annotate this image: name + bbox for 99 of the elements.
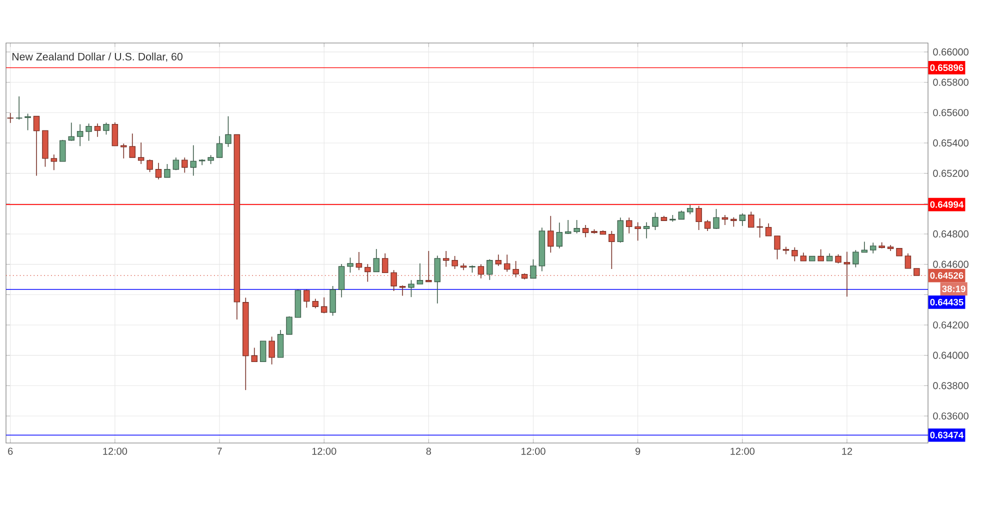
candlestick: [904, 252, 912, 269]
y-tick-label: 0.63600: [933, 412, 968, 420]
candlestick: [861, 241, 868, 253]
candlestick: [138, 142, 144, 164]
candlestick: [94, 123, 101, 138]
x-tick-label: 12:00: [312, 448, 336, 455]
y-tick-label: 0.64800: [933, 230, 968, 238]
y-tick-label: 0.64600: [933, 260, 968, 268]
ref-line-label: 0.64994: [930, 201, 964, 208]
y-tick-label: 0.66000: [933, 48, 968, 56]
candlestick: [686, 204, 694, 215]
candlestick: [7, 112, 14, 124]
candlestick: [818, 248, 824, 262]
candlestick: [155, 162, 162, 180]
x-tick-label: 8: [426, 448, 432, 455]
candlestick: [617, 217, 624, 244]
candlestick: [704, 220, 711, 232]
candlestick: [286, 316, 292, 335]
candlestick: [574, 220, 580, 234]
candlestick: [382, 252, 388, 274]
candlestick: [774, 236, 780, 260]
y-tick-label: 0.65800: [933, 78, 968, 86]
candlestick: [556, 222, 563, 249]
x-tick-label: 7: [217, 448, 222, 455]
candlestick: [182, 157, 188, 174]
candlestick: [765, 222, 772, 236]
candlestick: [495, 254, 502, 266]
candlestick: [60, 140, 66, 162]
ref-line-label: 0.63474: [930, 432, 964, 438]
x-tick-label: 12:00: [521, 448, 546, 455]
x-tick-label: 6: [8, 448, 13, 455]
candlestick: [548, 216, 554, 254]
candlestick: [356, 252, 362, 270]
text: 38:19: [942, 286, 966, 292]
candlestick: [626, 217, 632, 234]
y-tick-label: 0.63800: [933, 382, 968, 390]
candlestick: [713, 208, 720, 230]
candlestick: [172, 157, 180, 171]
candlestick: [582, 224, 589, 238]
candlestick: [86, 123, 92, 142]
candlestick: [870, 242, 876, 254]
candlestick: [608, 230, 615, 270]
candlestick: [748, 211, 754, 228]
candlestick: [260, 340, 266, 362]
candlestick: [68, 122, 74, 142]
candlestick: [634, 222, 641, 242]
candlestick: [696, 206, 702, 230]
ref-line-label: 0.64526: [930, 272, 964, 279]
candlestick: [251, 347, 258, 362]
candlestick: [373, 248, 380, 272]
candlestick: [643, 222, 650, 239]
candlestick: [852, 250, 859, 268]
candlestick: [338, 264, 345, 298]
y-tick-label: 0.64200: [933, 321, 968, 329]
candlestick: [112, 122, 118, 146]
candlestick: [190, 144, 196, 176]
candlestick: [330, 286, 336, 316]
candlestick: [33, 116, 40, 176]
x-tick-label: 12:00: [730, 448, 755, 455]
candlestick: [24, 113, 31, 131]
y-tick-label: 0.65200: [933, 170, 968, 177]
candlestick: [652, 212, 658, 230]
candlestick: [730, 216, 737, 228]
x-tick-label: 12: [842, 448, 852, 455]
candlestick: [129, 133, 136, 158]
candlestick: [416, 263, 424, 284]
candlestick: [452, 256, 458, 270]
candlestick: [312, 298, 318, 309]
candlestick: [120, 143, 127, 159]
candlestick: [76, 124, 84, 147]
candlestick: [103, 122, 110, 136]
y-tick-label: 0.65400: [933, 139, 968, 147]
x-tick-label: 9: [635, 448, 640, 455]
candlestick: [225, 116, 232, 148]
candlestick: [739, 212, 746, 226]
candlestick: [486, 258, 493, 280]
candlestick: [16, 96, 22, 120]
y-tick-label: 0.65600: [933, 109, 968, 116]
candlestick: [442, 250, 450, 268]
candlestick: [216, 136, 223, 158]
candlestick: [434, 255, 441, 304]
candlestick: [146, 159, 153, 172]
ref-line-label: 0.65896: [930, 64, 964, 72]
candlestick: [347, 257, 354, 274]
candlestick: [792, 246, 798, 262]
candlestick: [268, 336, 275, 365]
candlestick: [504, 254, 510, 272]
candlestick: [530, 258, 536, 279]
candlestick: [164, 164, 170, 178]
x-tick-label: 12:00: [103, 448, 128, 455]
candlestick: [50, 154, 58, 171]
ref-line-label: 0.64435: [930, 298, 964, 306]
text: New Zealand Dollar / U.S. Dollar, 60: [12, 52, 182, 62]
candlestick: [304, 289, 310, 308]
candlestick: [320, 296, 328, 314]
candlestick: [277, 330, 284, 358]
candlestick: [408, 280, 414, 298]
candlestick: [835, 254, 842, 264]
y-tick-label: 0.64000: [933, 352, 968, 359]
